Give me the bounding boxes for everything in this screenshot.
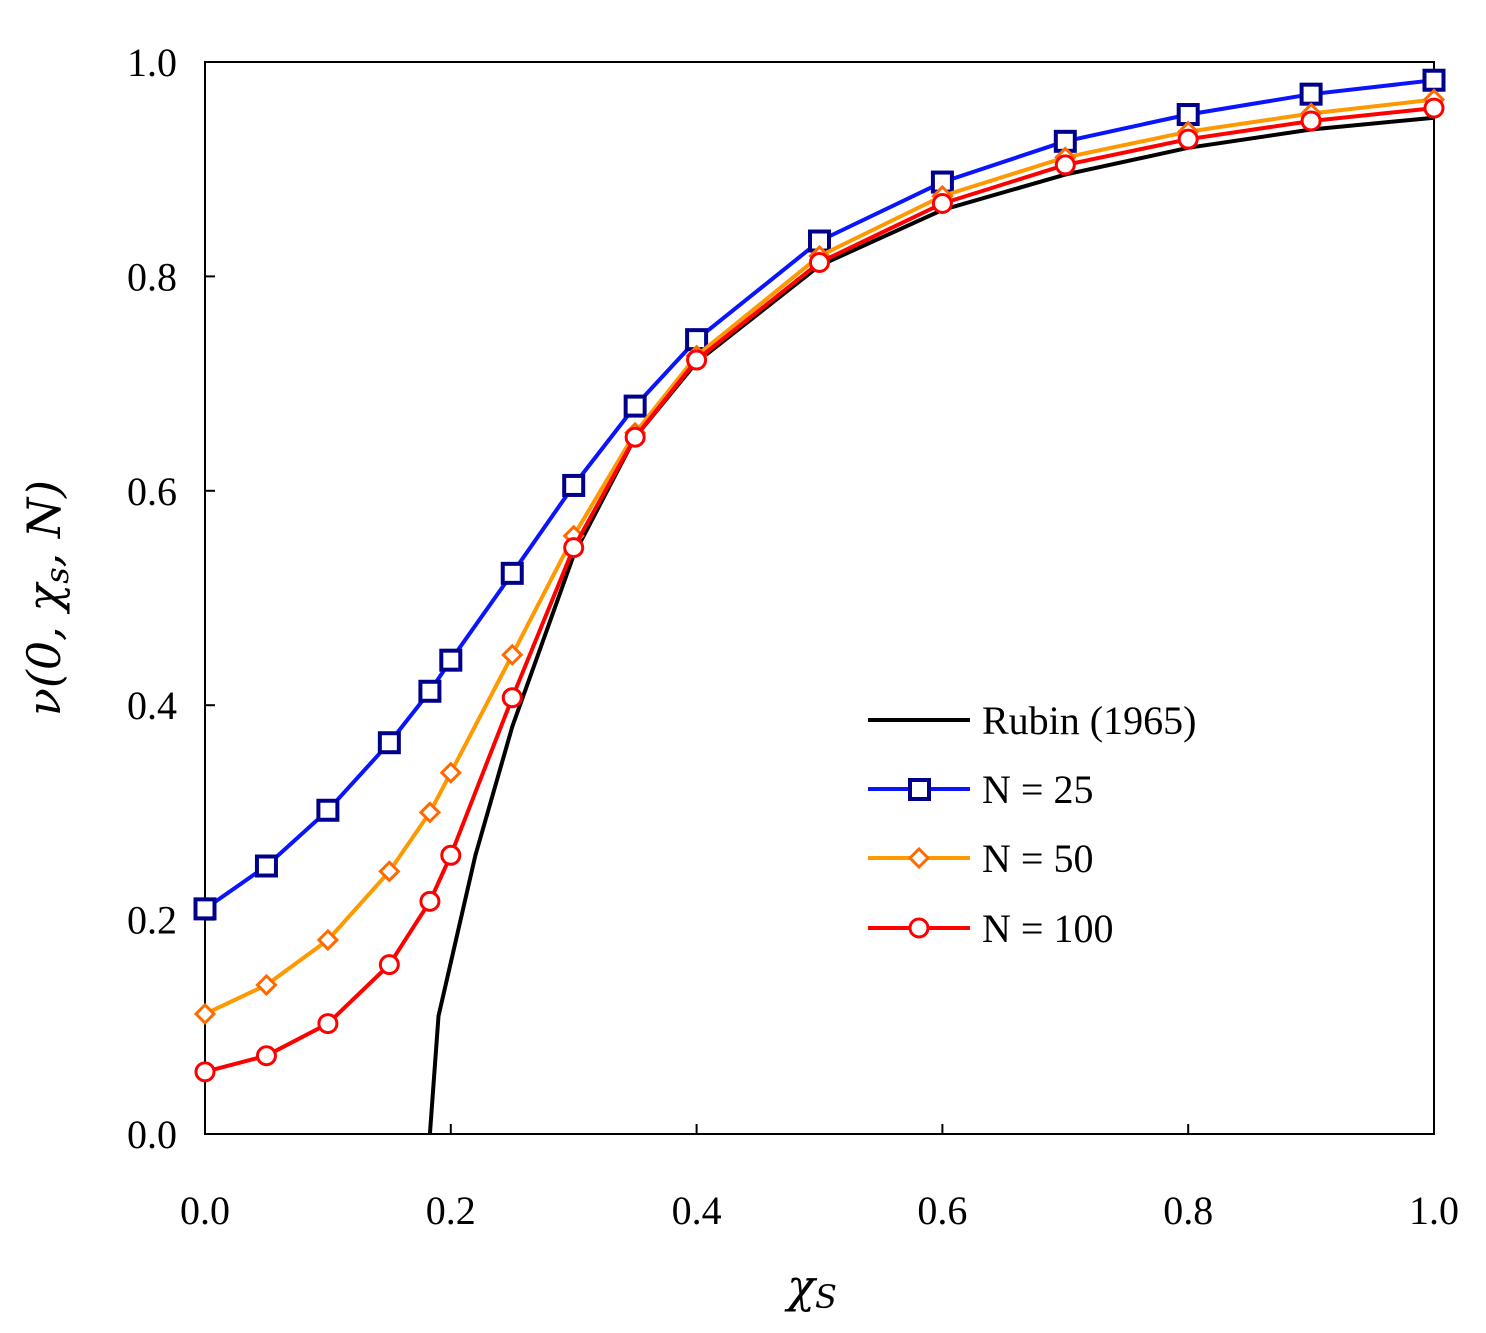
y-axis-ticks: 0.0 0.2 0.4 0.6 0.8 1.0 xyxy=(127,40,215,1157)
data-point-diamond xyxy=(316,928,340,952)
data-point-square xyxy=(500,561,524,585)
x-axis-title-subscript: S xyxy=(815,1278,837,1316)
data-point-square xyxy=(254,854,278,878)
legend-label-n100: N = 100 xyxy=(982,906,1113,951)
x-tick-label: 1.0 xyxy=(1409,1188,1459,1233)
series-0 xyxy=(427,115,1435,1135)
data-point-diamond xyxy=(418,801,442,824)
x-tick-label: 0.6 xyxy=(917,1188,967,1233)
data-point-square xyxy=(623,394,647,418)
x-tick-label: 0.0 xyxy=(180,1188,230,1233)
x-tick-label: 0.8 xyxy=(1163,1188,1213,1233)
series-layer xyxy=(193,68,1446,1135)
legend: Rubin (1965) N = 25 N = 50 N = 100 xyxy=(868,698,1196,951)
data-point-circle xyxy=(317,1013,339,1035)
data-point-square xyxy=(562,473,586,497)
y-tick-label: 0.8 xyxy=(127,254,177,299)
y-axis-title-tail: , N) xyxy=(17,480,71,567)
data-point-diamond xyxy=(439,761,462,784)
y-axis-title-main: ν(0, χ xyxy=(17,581,71,716)
data-point-circle xyxy=(686,349,708,371)
data-point-diamond xyxy=(378,860,401,883)
series-line xyxy=(203,78,1435,911)
data-point-circle xyxy=(931,193,953,215)
legend-entry-n50: N = 50 xyxy=(868,836,1093,881)
y-axis-title: ν(0, χs, N) xyxy=(17,480,76,716)
data-point-circle xyxy=(378,954,400,976)
series-3 xyxy=(194,97,1445,1083)
data-point-circle xyxy=(419,890,441,912)
legend-label-rubin: Rubin (1965) xyxy=(982,698,1196,743)
data-point-diamond xyxy=(193,1002,217,1026)
x-axis-title-main: χ xyxy=(784,1259,818,1313)
data-point-diamond xyxy=(501,643,524,666)
data-point-square xyxy=(193,897,217,921)
y-tick-label: 0.4 xyxy=(127,683,177,728)
data-point-square xyxy=(377,731,401,755)
x-tick-label: 0.4 xyxy=(672,1188,722,1233)
data-point-circle xyxy=(255,1045,277,1067)
data-point-square xyxy=(316,798,340,822)
data-point-circle xyxy=(194,1061,216,1083)
legend-label-n25: N = 25 xyxy=(982,767,1093,812)
legend-circle-marker-icon xyxy=(908,917,930,939)
legend-entry-n100: N = 100 xyxy=(868,906,1113,951)
legend-square-marker-icon xyxy=(908,778,931,801)
legend-diamond-marker-icon xyxy=(907,846,931,870)
legend-entry-rubin: Rubin (1965) xyxy=(868,698,1196,743)
x-axis-title: χS xyxy=(784,1259,837,1316)
data-point-circle xyxy=(501,687,523,709)
y-axis-title-subscript: s xyxy=(38,567,76,583)
data-point-square xyxy=(1422,68,1446,92)
data-point-circle xyxy=(1054,154,1076,176)
series-line xyxy=(204,106,1435,1074)
data-point-circle xyxy=(809,251,830,273)
x-tick-label: 0.2 xyxy=(426,1188,476,1233)
y-tick-label: 0.6 xyxy=(127,469,177,514)
x-axis-ticks: 0.0 0.2 0.4 0.6 0.8 1.0 xyxy=(180,1124,1459,1233)
data-point-diamond xyxy=(255,973,278,997)
y-tick-label: 1.0 xyxy=(127,40,177,85)
plot-frame xyxy=(204,61,1435,1135)
data-point-circle xyxy=(1300,110,1322,132)
series-line xyxy=(427,115,1435,1135)
data-point-square xyxy=(418,679,442,703)
data-point-circle xyxy=(440,844,462,866)
y-tick-label: 0.0 xyxy=(127,1112,177,1157)
y-tick-label: 0.2 xyxy=(127,898,177,943)
data-point-square xyxy=(439,648,463,672)
data-point-square xyxy=(1299,82,1323,106)
legend-entry-n25: N = 25 xyxy=(868,767,1093,812)
data-point-circle xyxy=(624,426,646,448)
legend-label-n50: N = 50 xyxy=(982,836,1093,881)
data-point-circle xyxy=(1177,128,1199,150)
series-1 xyxy=(193,68,1446,921)
data-point-circle xyxy=(1423,97,1445,119)
data-point-circle xyxy=(563,537,585,559)
series-line xyxy=(204,97,1435,1016)
